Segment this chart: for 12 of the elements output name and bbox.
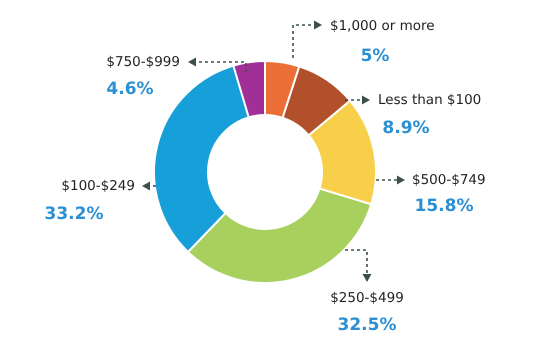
slice-label: $1,000 or more <box>330 18 435 34</box>
data-label: 8.9% <box>382 118 430 138</box>
slice-label: $750-$999 <box>106 54 180 70</box>
data-label: 33.2% <box>44 204 104 224</box>
data-label: 32.5% <box>338 315 396 335</box>
data-label: 5% <box>360 46 390 66</box>
data-label: 15.8% <box>414 196 474 216</box>
slice-label: $500-$749 <box>412 172 486 188</box>
slice-label: $250-$499 <box>330 290 404 306</box>
slice-label: Less than $100 <box>378 92 482 108</box>
data-label: 4.6% <box>106 79 154 99</box>
slice-label: $100-$249 <box>61 178 135 194</box>
